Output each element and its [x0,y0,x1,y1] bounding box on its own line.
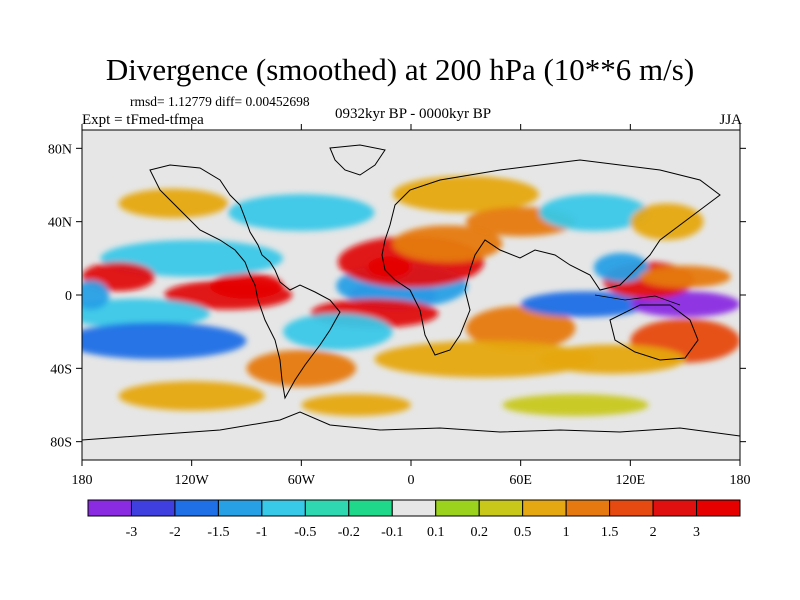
anomaly-cell [538,194,649,231]
colorbar-swatch [652,499,698,517]
colorbar-label: -3 [126,525,138,540]
anomaly-cell [374,340,594,378]
colorbar-swatch [87,499,132,517]
colorbar-label: -0.1 [381,525,403,540]
colorbar-swatch [217,499,263,517]
x-tick-label: 0 [408,473,415,488]
colorbar-label: 1.5 [601,525,619,540]
stats-label: rmsd= 1.12779 diff= 0.00452698 [130,94,310,109]
colorbar-swatch [609,499,654,517]
colorbar-swatch [304,499,350,517]
anomaly-cell [520,291,649,317]
x-axis: 180 120W 60W 0 60E 120E 180 [72,124,751,488]
colorbar-swatch [435,499,480,517]
colorbar-swatch [696,499,741,517]
colorbar-swatch [130,499,176,517]
chart-title: Divergence (smoothed) at 200 hPa (10**6 … [105,52,695,87]
colorbar-label: -0.5 [294,525,316,540]
anomaly-cell [228,194,375,231]
coastline-americas [149,164,341,400]
colorbar-label: 0.2 [470,525,488,540]
anomaly-cell [392,225,503,262]
colorbar-swatch [565,499,611,517]
anomaly-cell [538,344,686,374]
experiment-label: Expt = tFmed-tfmea [82,112,204,128]
y-tick-label: 0 [65,289,72,304]
colorbar: -3 -2 -1.5 -1 -0.5 -0.2 -0.1 0.1 0.2 0.5 1 1.5 2 3 [87,499,741,540]
colorbar-label: 3 [693,525,700,540]
anomaly-cell [502,394,649,416]
coastline-eurasia-africa [381,159,721,356]
colorbar-swatch [391,499,437,517]
colorbar-swatch [174,499,219,517]
colorbar-swatch [522,499,567,517]
colorbar-label: 0.5 [514,525,532,540]
colorbar-label: 1 [563,525,570,540]
colorbar-label: -1.5 [207,525,229,540]
y-tick-label: 80N [48,142,72,157]
anomaly-cell [283,313,393,350]
x-tick-label: 120E [616,473,646,488]
x-tick-label: 180 [72,473,93,488]
y-tick-label: 80S [50,436,72,451]
y-tick-label: 40N [48,216,72,231]
colorbar-label: -1 [256,525,268,540]
divergence-field [82,175,740,416]
anomaly-cell [209,273,284,299]
coastline-indonesia [594,294,681,306]
anomaly-cell [246,350,357,387]
anomaly-cell [82,280,110,310]
anomaly-cell [630,203,704,241]
coastline-greenland [329,144,386,176]
y-tick-label: 40S [50,362,72,377]
season-label: JJA [719,112,742,128]
x-tick-label: 60E [509,473,532,488]
colorbar-label: -2 [169,525,181,540]
colorbar-swatch [261,499,306,517]
colorbar-swatch [478,499,524,517]
x-tick-label: 60W [288,473,316,488]
colorbar-label: 2 [650,525,657,540]
anomaly-cell [118,381,265,411]
x-tick-label: 120W [175,473,210,488]
coastlines [82,144,740,441]
anomaly-cell [301,394,411,416]
anomaly-cell [465,306,576,350]
x-tick-label: 180 [730,473,751,488]
coastline-australia [609,304,699,361]
anomaly-cell [367,256,412,279]
coastline-antarctica [82,411,740,441]
colorbar-label: -0.2 [338,525,360,540]
period-label: 0932kyr BP - 0000kyr BP [334,106,492,122]
anomaly-cell [593,252,649,283]
colorbar-label: 0.1 [427,525,445,540]
anomaly-cell [639,265,731,288]
anomaly-cell [82,322,247,360]
y-axis: 80N 40N 0 40S 80S [48,142,746,451]
colorbar-swatch [348,499,393,517]
anomaly-cell [82,298,210,328]
anomaly-cell [392,175,539,213]
